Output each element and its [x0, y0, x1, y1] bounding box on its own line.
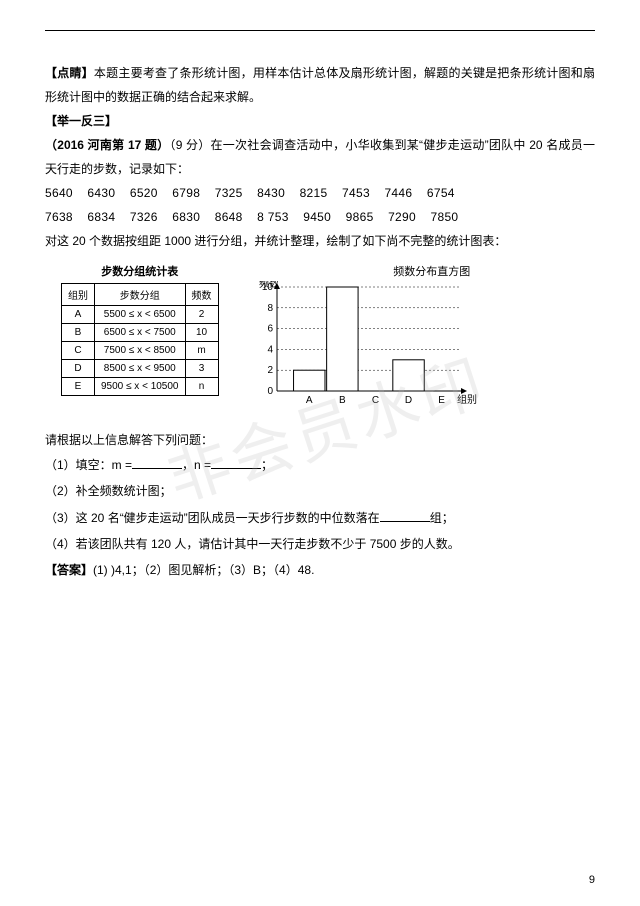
blank-m[interactable]	[132, 457, 182, 469]
svg-text:B: B	[339, 395, 346, 406]
q4: （4）若该团队共有 120 人，请估计其中一天行走步数不少于 7500 步的人数…	[45, 531, 595, 557]
svg-text:A: A	[305, 395, 312, 406]
answer-label: 【答案】	[45, 563, 93, 577]
grouping-text: 对这 20 个数据按组距 1000 进行分组，并统计整理，绘制了如下尚不完整的统…	[45, 229, 595, 253]
frequency-table: 步数分组统计表 组别 步数分组 频数 A5500 ≤ x < 65002 B65…	[61, 263, 219, 396]
data-row-2: 7638 6834 7326 6830 8648 8 753 9450 9865…	[45, 205, 595, 229]
prompt: 请根据以上信息解答下列问题：	[45, 428, 595, 452]
table-title: 步数分组统计表	[61, 263, 219, 279]
q1-post: ；	[261, 458, 273, 472]
table-header: 频数	[185, 284, 218, 306]
table-header: 步数分组	[95, 284, 186, 306]
q1-pre: （1）填空：m =	[45, 458, 132, 472]
data-row-1: 5640 6430 6520 6798 7325 8430 8215 7453 …	[45, 181, 595, 205]
hint-text: 本题主要考查了条形统计图，用样本估计总体及扇形统计图，解题的关键是把条形统计图和…	[45, 66, 595, 104]
blank-n[interactable]	[211, 457, 261, 469]
svg-text:6: 6	[267, 324, 273, 335]
q1-mid: ，n =	[182, 458, 211, 472]
svg-text:C: C	[371, 395, 378, 406]
answer-text: (1) )4,1；（2）图见解析；（3）B；（4）48.	[93, 563, 314, 577]
svg-text:频数: 频数	[259, 281, 279, 290]
q2: （2）补全频数统计图；	[45, 478, 595, 504]
svg-text:8: 8	[267, 303, 273, 314]
problem-source: （2016 河南第 17 题）	[45, 138, 169, 152]
svg-text:组别: 组别	[457, 393, 477, 406]
svg-text:4: 4	[267, 344, 273, 355]
chart-title: 频数分布直方图	[269, 263, 596, 279]
svg-text:0: 0	[267, 386, 273, 397]
histogram-svg: 0246810ABCDE频数组别	[249, 281, 479, 411]
hint-label: 【点睛】	[45, 66, 94, 80]
svg-text:2: 2	[267, 365, 273, 376]
page-number: 9	[589, 874, 595, 886]
problem-points: （9 分）	[169, 138, 210, 152]
histogram-chart: 频数分布直方图 0246810ABCDE频数组别	[249, 263, 596, 414]
q3-pre: （3）这 20 名“健步走运动”团队成员一天步行步数的中位数落在	[45, 511, 380, 525]
table-header: 组别	[62, 284, 95, 306]
variant-label: 【举一反三】	[45, 114, 117, 128]
svg-text:E: E	[438, 395, 445, 406]
q3-post: 组；	[430, 511, 454, 525]
blank-group[interactable]	[380, 510, 430, 522]
svg-text:D: D	[404, 395, 411, 406]
